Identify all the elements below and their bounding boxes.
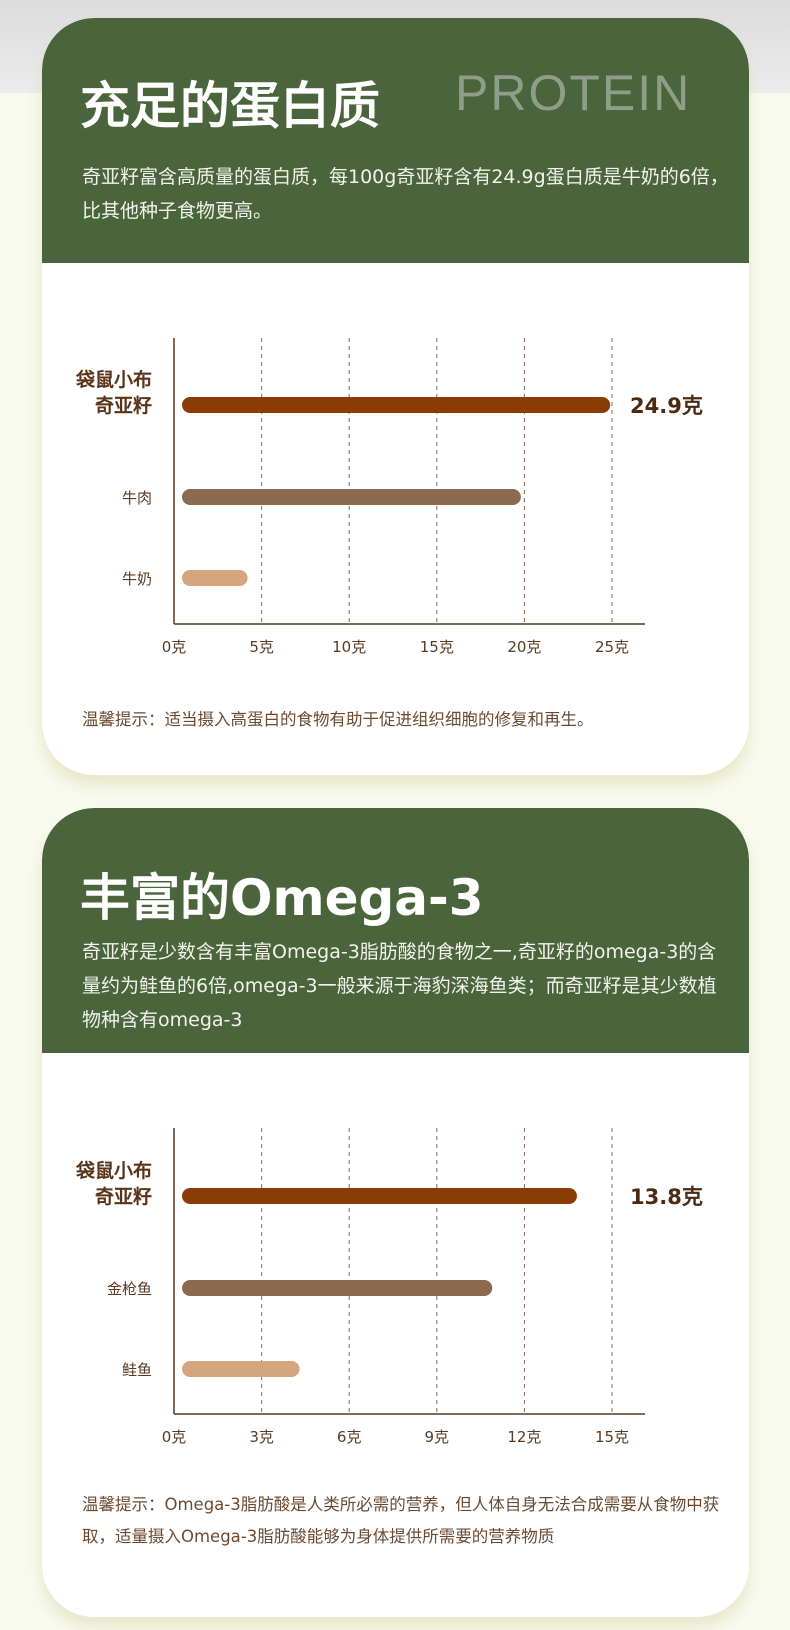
x-tick-label: 15克 [420,638,454,656]
category-label: 袋鼠小布 [75,368,152,391]
bar [182,570,248,586]
protein-title: 充足的蛋白质 [80,77,380,135]
category-label: 袋鼠小布 [75,1159,152,1182]
omega-description: 奇亚籽是少数含有丰富Omega-3脂肪酸的食物之一,奇亚籽的omega-3的含量… [82,941,717,1031]
x-tick-label: 12克 [507,1428,541,1446]
x-tick-label: 3克 [249,1428,274,1446]
bar [182,1280,493,1296]
bar [182,489,521,505]
x-tick-label: 5克 [249,638,274,656]
protein-title-en: PROTEIN [455,65,692,121]
bar [182,1361,300,1377]
bar [182,1188,577,1204]
omega-header: 丰富的Omega-3 奇亚籽是少数含有丰富Omega-3脂肪酸的食物之一,奇亚籽… [42,808,749,1053]
x-tick-label: 20克 [507,638,541,656]
x-tick-label: 15克 [595,1428,629,1446]
category-label: 牛奶 [122,570,152,588]
bar [182,397,611,413]
x-tick-label: 10克 [332,638,366,656]
category-label: 金枪鱼 [107,1280,152,1298]
x-tick-label: 6克 [337,1428,362,1446]
omega-note: 温馨提示：Omega-3脂肪酸是人类所必需的营养，但人体自身无法合成需要从食物中… [82,1495,720,1546]
protein-note: 温馨提示：适当摄入高蛋白的食物有助于促进组织细胞的修复和再生。 [82,710,594,729]
protein-description: 奇亚籽富含高质量的蛋白质，每100g奇亚籽含有24.9g蛋白质是牛奶的6倍，比其… [82,166,729,222]
category-label: 牛肉 [122,489,152,507]
protein-header: 充足的蛋白质 PROTEIN 奇亚籽富含高质量的蛋白质，每100g奇亚籽含有24… [42,18,749,263]
category-label: 奇亚籽 [95,1185,152,1208]
x-tick-label: 25克 [595,638,629,656]
omega-card: 丰富的Omega-3 奇亚籽是少数含有丰富Omega-3脂肪酸的食物之一,奇亚籽… [42,808,749,1617]
x-tick-label: 0克 [162,638,187,656]
category-label: 鲑鱼 [122,1361,152,1379]
omega-title: 丰富的Omega-3 [80,869,484,927]
x-tick-label: 0克 [162,1428,187,1446]
x-tick-label: 9克 [425,1428,450,1446]
protein-card: 充足的蛋白质 PROTEIN 奇亚籽富含高质量的蛋白质，每100g奇亚籽含有24… [42,18,749,775]
value-label: 24.9克 [630,394,703,418]
value-label: 13.8克 [630,1185,703,1209]
category-label: 奇亚籽 [95,394,152,417]
